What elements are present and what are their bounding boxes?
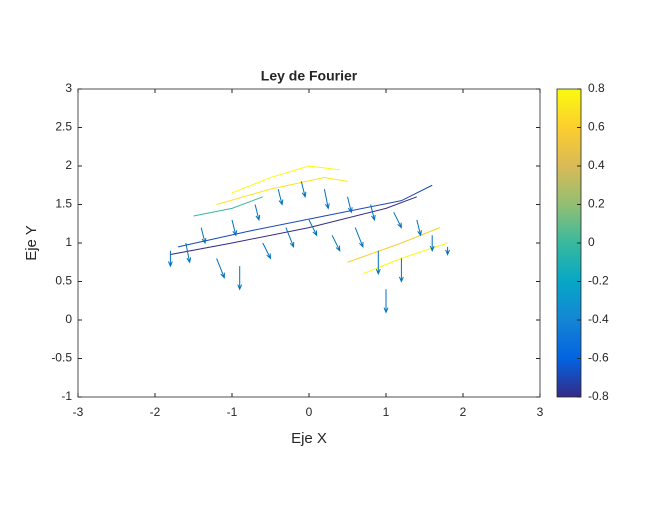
- arrow: [398, 258, 404, 283]
- arrow: [237, 266, 243, 291]
- x-tick-label: 0: [306, 405, 313, 419]
- x-tick-label: -2: [150, 405, 161, 419]
- arrow: [445, 246, 451, 256]
- contour-line: [216, 177, 348, 205]
- arrow: [200, 227, 207, 245]
- x-axis-label: Eje X: [291, 430, 327, 447]
- x-tick-label: -3: [73, 405, 84, 419]
- colorbar-tick-label: -0.8: [588, 389, 609, 403]
- arrow: [300, 181, 307, 199]
- arrow: [185, 242, 192, 264]
- arrow: [285, 227, 295, 249]
- arrow: [393, 211, 402, 229]
- x-tick-label: 1: [383, 405, 390, 419]
- colorbar-tick-label: 0: [588, 235, 595, 249]
- y-axis-label: Eje Y: [23, 225, 40, 261]
- y-tick-label: 1.5: [55, 197, 72, 211]
- y-tick-label: 2.5: [55, 120, 72, 134]
- arrow: [416, 219, 422, 237]
- y-tick-label: -1: [61, 389, 72, 403]
- arrow: [429, 235, 435, 252]
- contour-line: [347, 227, 441, 263]
- colorbar-tick-label: -0.6: [588, 351, 609, 365]
- y-tick-label: 3: [65, 81, 72, 95]
- colorbar-tick-label: 0.2: [588, 197, 605, 211]
- arrow: [375, 250, 381, 276]
- colorbar-tick-label: 0.4: [588, 158, 605, 172]
- arrow: [167, 250, 173, 268]
- arrow: [323, 189, 330, 210]
- x-tick-label: 3: [537, 405, 544, 419]
- contour-line: [231, 165, 340, 194]
- arrow: [370, 204, 376, 222]
- arrow: [347, 196, 353, 214]
- colorbar-tick-label: 0.8: [588, 81, 605, 95]
- arrow: [216, 258, 225, 279]
- y-tick-label: 1: [65, 235, 72, 249]
- arrow: [354, 227, 364, 249]
- arrow: [331, 235, 341, 252]
- x-tick-label: -1: [227, 405, 238, 419]
- arrow: [254, 204, 261, 222]
- y-tick-label: -0.5: [51, 351, 72, 365]
- plot-area: [77, 88, 541, 398]
- colorbar-tick-label: -0.2: [588, 274, 609, 288]
- y-tick-label: 0.5: [55, 274, 72, 288]
- arrow: [383, 289, 389, 314]
- arrow: [277, 188, 284, 206]
- chart-title: Ley de Fourier: [261, 68, 358, 84]
- arrow: [308, 219, 318, 237]
- x-tick-label: 2: [460, 405, 467, 419]
- colorbar-tick-label: -0.4: [588, 312, 609, 326]
- y-tick-label: 2: [65, 158, 72, 172]
- y-tick-label: 0: [65, 312, 72, 326]
- contour-line: [170, 196, 417, 256]
- contour-line: [193, 196, 263, 217]
- contour-line: [177, 184, 433, 248]
- arrow: [262, 242, 272, 260]
- colorbar-tick-label: 0.6: [588, 120, 605, 134]
- arrow: [231, 219, 238, 237]
